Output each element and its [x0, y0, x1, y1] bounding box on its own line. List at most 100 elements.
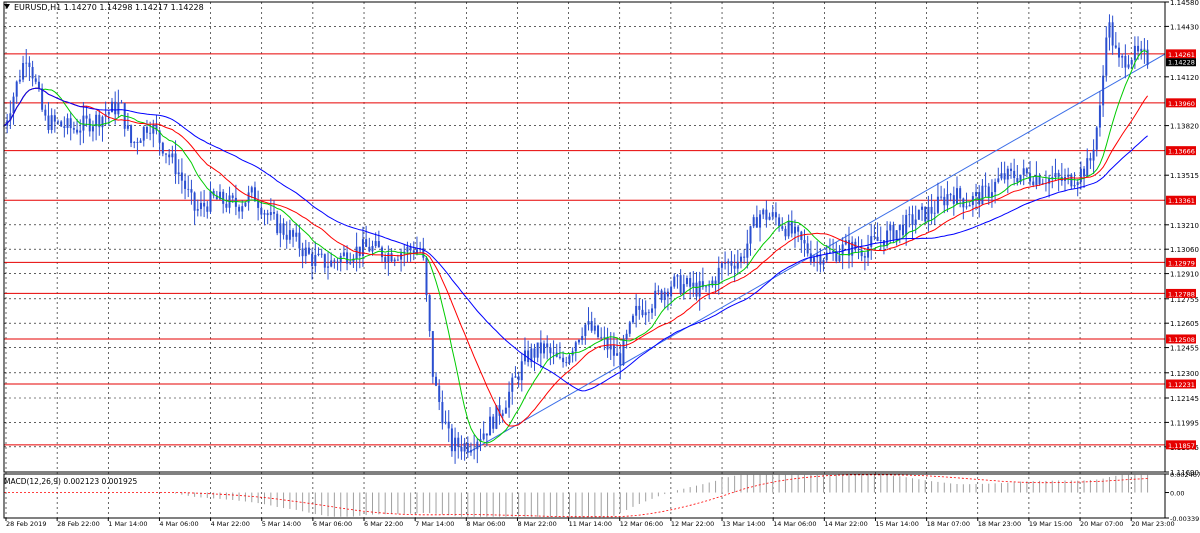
- moving-average-line: [3, 49, 1148, 444]
- candle-body: [1108, 22, 1111, 38]
- time-tick-label: 15 Mar 14:00: [875, 520, 918, 528]
- candle-body: [282, 223, 285, 235]
- candle-body: [841, 244, 844, 256]
- candle-body: [898, 224, 901, 231]
- candle-body: [120, 102, 123, 104]
- candle-body: [447, 421, 450, 429]
- candle-body: [1057, 172, 1060, 177]
- candle-body: [819, 254, 822, 265]
- candle-body: [771, 212, 774, 217]
- moving-average-line: [3, 87, 1149, 427]
- candle-body: [18, 79, 21, 82]
- candle-body: [790, 221, 793, 234]
- candle-body: [689, 278, 692, 287]
- candle-body: [1041, 183, 1044, 185]
- candle-body: [940, 196, 943, 198]
- candle-body: [533, 348, 536, 358]
- candle-body: [781, 226, 784, 229]
- candle-body: [879, 240, 882, 241]
- dropdown-triangle-icon[interactable]: [4, 4, 10, 9]
- candle-body: [600, 336, 603, 338]
- candle-body: [1137, 45, 1140, 52]
- price-tick-label: 1.13210: [1170, 222, 1199, 230]
- candle-body: [835, 250, 838, 262]
- candle-body: [863, 256, 866, 258]
- candle-body: [463, 442, 466, 452]
- candle-body: [768, 216, 771, 220]
- candle-body: [320, 253, 323, 255]
- candle-body: [927, 206, 930, 222]
- price-tick-label: 1.12145: [1170, 395, 1199, 403]
- candle-body: [530, 348, 533, 363]
- candle-body: [517, 376, 520, 381]
- candle-body: [206, 206, 209, 212]
- candle-body: [705, 286, 708, 288]
- candle-body: [873, 236, 876, 237]
- candle-body: [428, 295, 431, 332]
- level-price-label: 1.13361: [1168, 197, 1195, 205]
- candle-body: [511, 377, 514, 392]
- time-tick-label: 7 Mar 14:00: [415, 520, 454, 528]
- candle-body: [1019, 174, 1022, 183]
- candle-body: [435, 376, 438, 386]
- candle-body: [193, 192, 196, 211]
- candle-body: [1006, 168, 1009, 180]
- candle-body: [806, 243, 809, 254]
- candle-body: [984, 185, 987, 187]
- candle-body: [1076, 182, 1079, 186]
- candle-body: [1035, 175, 1038, 186]
- candle-body: [1124, 55, 1127, 68]
- candle-body: [333, 260, 336, 262]
- symbol-header[interactable]: EURUSD,H1 1.14270 1.14298 1.14217 1.1422…: [4, 3, 204, 12]
- candle-body: [1111, 22, 1114, 46]
- candle-body: [1130, 59, 1133, 65]
- candle-body: [47, 115, 50, 130]
- macd-tick-label: -0.00339: [1170, 515, 1199, 523]
- candle-body: [31, 66, 34, 79]
- candle-body: [946, 194, 949, 206]
- moving-averages-layer: [3, 49, 1149, 444]
- candle-body: [1102, 75, 1105, 106]
- time-tick-label: 20 Mar 07:00: [1080, 520, 1123, 528]
- candle-body: [190, 189, 193, 193]
- candle-body: [479, 439, 482, 442]
- candle-body: [9, 113, 12, 121]
- level-price-label: 1.14261: [1168, 51, 1195, 59]
- candle-body: [921, 206, 924, 210]
- candle-body: [590, 321, 593, 331]
- candle-body: [959, 188, 962, 199]
- candle-body: [1000, 173, 1003, 179]
- candle-body: [901, 224, 904, 236]
- candle-body: [142, 126, 145, 141]
- candle-body: [403, 251, 406, 254]
- candle-body: [22, 63, 25, 80]
- candle-body: [698, 281, 701, 297]
- candle-body: [234, 197, 237, 207]
- price-tick-label: 1.14430: [1170, 23, 1199, 31]
- candle-body: [298, 232, 301, 249]
- candle-body: [444, 421, 447, 424]
- candle-body: [870, 236, 873, 247]
- candle-body: [933, 212, 936, 214]
- candle-body: [161, 142, 164, 154]
- candle-body: [177, 172, 180, 175]
- candle-body: [676, 275, 679, 277]
- candle-body: [860, 250, 863, 257]
- candle-body: [130, 125, 133, 143]
- candle-body: [342, 252, 345, 256]
- candle-body: [755, 217, 758, 228]
- candle-body: [304, 247, 307, 257]
- candle-body: [174, 153, 177, 175]
- candle-body: [276, 213, 279, 234]
- candle-body: [673, 276, 676, 287]
- level-price-label: 1.13960: [1168, 100, 1195, 108]
- candle-body: [1143, 48, 1146, 50]
- candle-body: [199, 202, 202, 210]
- candle-body: [295, 232, 298, 237]
- candle-body: [63, 126, 66, 128]
- price-labels-layer: 1.14261 1.13960 1.13666 1.13361 1.12979 1.127…: [1166, 49, 1196, 450]
- candle-body: [457, 437, 460, 447]
- candle-body: [914, 219, 917, 226]
